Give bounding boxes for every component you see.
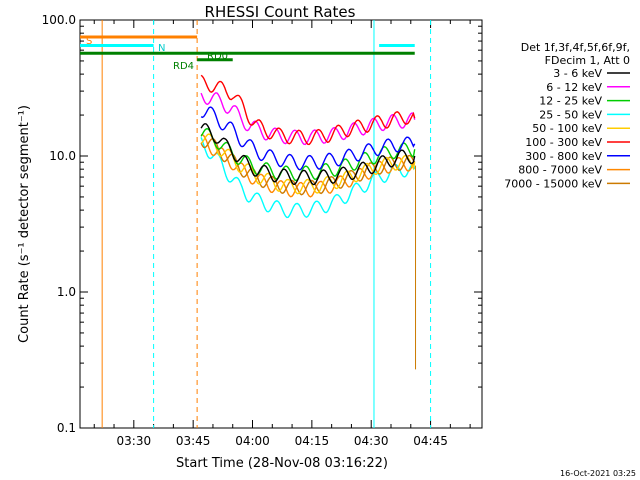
series-line <box>200 137 416 219</box>
legend: Det 1f,3f,4f,5f,6f,9f, FDecim 1, Att 0 3… <box>504 41 630 190</box>
flag-label-rd4: RD4 <box>173 61 194 72</box>
legend-item-label: 800 - 7000 keV <box>518 164 602 177</box>
legend-item-label: 7000 - 15000 keV <box>504 177 602 190</box>
legend-item-label: 50 - 100 keV <box>532 122 602 135</box>
x-tick-label: 03:45 <box>176 434 211 448</box>
x-tick-label: 04:45 <box>413 434 448 448</box>
state-flags <box>80 35 415 62</box>
flag-label-n: N <box>158 43 165 54</box>
series-lines <box>200 74 417 370</box>
plot-frame <box>79 19 483 429</box>
flag-label-s: S <box>86 36 92 47</box>
x-tick-label: 04:15 <box>295 434 330 448</box>
footer-timestamp: 16-Oct-2021 03:25 <box>560 469 636 478</box>
y-tick-label: 100.0 <box>42 13 76 27</box>
legend-item-label: 100 - 300 keV <box>525 136 602 149</box>
chart-title: RHESSI Count Rates <box>205 3 356 21</box>
legend-item-label: 12 - 25 keV <box>539 95 602 108</box>
series-line <box>200 133 416 195</box>
series-line <box>200 74 416 146</box>
legend-header-line1: Det 1f,3f,4f,5f,6f,9f, <box>521 41 630 54</box>
legend-item-label: 6 - 12 keV <box>546 81 602 94</box>
legend-item-label: 3 - 6 keV <box>553 67 602 80</box>
x-tick-label: 04:30 <box>354 434 389 448</box>
y-axis-ticks: 0.1 1.0 10.0 100.0 <box>42 13 482 435</box>
series-line <box>200 106 416 171</box>
legend-item-label: 300 - 800 keV <box>525 150 602 163</box>
y-tick-label: 10.0 <box>49 149 76 163</box>
vertical-markers <box>101 20 432 428</box>
x-tick-label: 03:30 <box>117 434 152 448</box>
y-axis-label: Count Rate (s⁻¹ detector segment⁻¹) <box>17 105 32 343</box>
x-axis-label: Start Time (28-Nov-08 03:16:22) <box>176 456 388 471</box>
y-tick-label: 1.0 <box>57 285 76 299</box>
legend-header-line2: FDecim 1, Att 0 <box>545 54 630 67</box>
flag-label-rd0: RD0 <box>207 51 228 62</box>
x-tick-label: 04:00 <box>235 434 270 448</box>
series-line <box>200 92 416 146</box>
x-axis-ticks: 03:30 03:45 04:00 04:15 04:30 04:45 <box>93 20 471 448</box>
series-line <box>200 122 416 186</box>
y-tick-label: 0.1 <box>57 421 76 435</box>
legend-item-label: 25 - 50 keV <box>539 108 602 121</box>
